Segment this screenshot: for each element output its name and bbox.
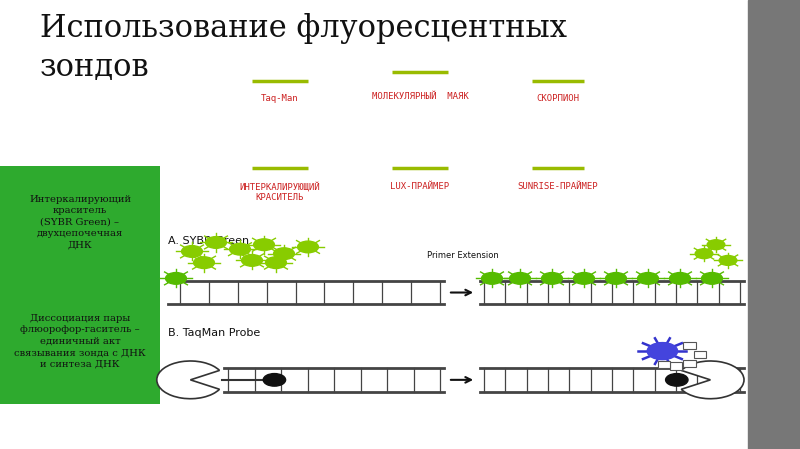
Circle shape xyxy=(510,273,530,284)
Circle shape xyxy=(194,257,214,269)
Bar xyxy=(748,0,800,449)
Text: Использование флуоресцентных
зондов: Использование флуоресцентных зондов xyxy=(40,13,567,83)
Circle shape xyxy=(274,248,294,260)
Circle shape xyxy=(638,273,658,284)
Text: SUNRISE-ПРАЙМЕР: SUNRISE-ПРАЙМЕР xyxy=(518,182,598,191)
Circle shape xyxy=(542,273,562,284)
Text: B. TaqMan Probe: B. TaqMan Probe xyxy=(168,328,260,338)
Circle shape xyxy=(482,273,502,284)
Circle shape xyxy=(254,239,274,251)
FancyBboxPatch shape xyxy=(0,166,160,278)
Circle shape xyxy=(166,273,186,284)
Circle shape xyxy=(206,237,226,248)
Circle shape xyxy=(298,241,318,253)
Circle shape xyxy=(263,374,286,386)
Text: ИНТЕРКАЛИРУЮЩИЙ
КРАСИТЕЛЬ: ИНТЕРКАЛИРУЮЩИЙ КРАСИТЕЛЬ xyxy=(240,182,320,202)
Text: Primer Extension: Primer Extension xyxy=(426,251,498,260)
Circle shape xyxy=(666,374,688,386)
Text: LUX-ПРАЙМЕР: LUX-ПРАЙМЕР xyxy=(390,182,450,191)
Text: СКОРПИОН: СКОРПИОН xyxy=(536,94,579,103)
Circle shape xyxy=(574,273,594,284)
FancyBboxPatch shape xyxy=(683,342,696,349)
Circle shape xyxy=(670,273,690,284)
Text: Taq-Man: Taq-Man xyxy=(261,94,299,103)
Text: МОЛЕКУЛЯРНЫЙ  МАЯК: МОЛЕКУЛЯРНЫЙ МАЯК xyxy=(372,92,468,101)
Text: A. SYBR Green: A. SYBR Green xyxy=(168,236,249,246)
Wedge shape xyxy=(682,361,744,399)
Text: Диссоциация пары
флюорофор-гаситель –
единичный акт
связывания зонда с ДНК
и син: Диссоциация пары флюорофор-гаситель – ед… xyxy=(14,314,146,369)
Circle shape xyxy=(719,255,737,265)
Circle shape xyxy=(266,257,286,269)
Circle shape xyxy=(695,249,713,259)
Circle shape xyxy=(230,243,250,255)
FancyBboxPatch shape xyxy=(683,360,696,367)
Circle shape xyxy=(606,273,626,284)
Circle shape xyxy=(182,246,202,257)
Circle shape xyxy=(702,273,722,284)
FancyBboxPatch shape xyxy=(0,278,160,404)
FancyBboxPatch shape xyxy=(694,351,706,358)
FancyBboxPatch shape xyxy=(670,362,682,370)
Wedge shape xyxy=(157,361,219,399)
Circle shape xyxy=(707,240,725,250)
Text: Интеркалирующий
краситель
(SYBR Green) –
двухцепочечная
ДНК: Интеркалирующий краситель (SYBR Green) –… xyxy=(29,195,131,250)
Circle shape xyxy=(647,343,678,360)
FancyBboxPatch shape xyxy=(658,361,670,368)
Circle shape xyxy=(242,255,262,266)
